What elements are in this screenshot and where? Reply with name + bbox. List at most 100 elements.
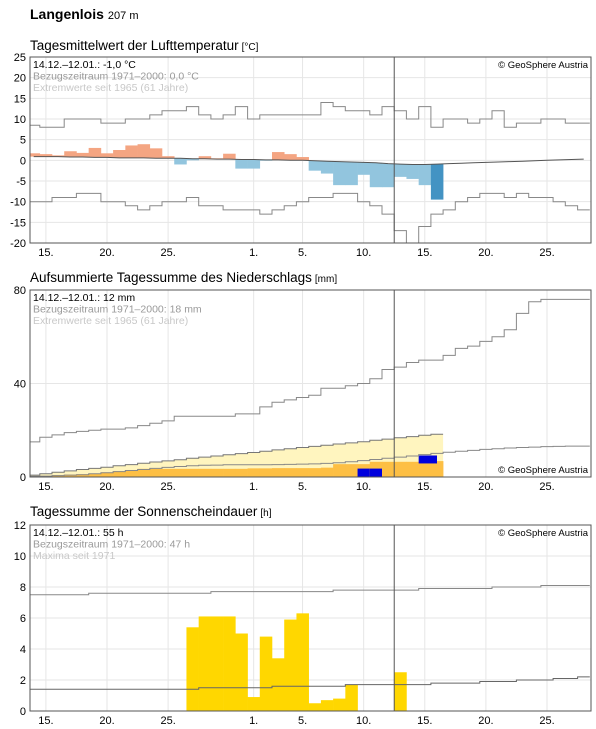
y-tick-label: 80 (14, 285, 26, 297)
temp-bar (125, 145, 138, 158)
chart-temperature: 25 20 15 10 5 0 -5 -10 -15 -20 15. 20. 25. 1. 5. 10. 15.… (10, 52, 592, 259)
sunshine-bar (333, 698, 346, 711)
panel-title-temperature: Tagesmittelwert der Lufttemperatur [°C] (30, 38, 258, 53)
page-title: Langenlois 207 m (30, 6, 138, 22)
normal-line (30, 433, 444, 476)
precip-bar (382, 461, 395, 477)
precip-bar (394, 461, 407, 477)
min-line (30, 445, 590, 477)
info-line: Extremwerte seit 1965 (61 Jahre) (33, 315, 188, 327)
x-tick-label: 10. (356, 715, 371, 727)
x-tick-label: 15. (417, 481, 432, 493)
info-line: Bezugszeitraum 1971–2000: 0,0 °C (33, 71, 199, 83)
x-tick-label: 15. (38, 715, 53, 727)
x-tick-label: 5. (298, 481, 307, 493)
x-tick-label: 1. (249, 715, 258, 727)
precip-bar (210, 468, 224, 477)
station-elevation: 207 m (107, 10, 139, 22)
sunshine-bar (235, 633, 248, 711)
temp-bar (333, 161, 346, 186)
precip-bar (418, 461, 432, 477)
sunshine-bar (345, 684, 358, 711)
sunshine-unit: [h] (260, 508, 272, 519)
precip-bar (284, 468, 297, 477)
x-tick-label: 15. (417, 247, 432, 259)
y-tick-label: -15 (10, 217, 26, 229)
sunshine-bar (320, 700, 334, 711)
precip-bar (430, 461, 444, 477)
x-tick-label: 25. (160, 247, 175, 259)
precip-bar (162, 468, 175, 477)
sunshine-title: Tagessumme der Sonnenscheindauer (30, 504, 258, 519)
precip-bar (125, 469, 138, 477)
precip-deficit-bar (418, 455, 437, 464)
temp-bar (308, 160, 322, 171)
y-tick-label: 8 (20, 582, 26, 594)
sunshine-bar (259, 636, 273, 711)
temp-bar (149, 148, 163, 159)
y-tick-label: 20 (14, 73, 26, 85)
chart-sunshine: 12 10 8 6 4 2 0 15. 20. 25. 1. 5. 10. 15. 20. 25. 14.12.… (14, 520, 592, 727)
temp-bar (64, 151, 77, 158)
plot-area (30, 290, 591, 477)
precip-bar (100, 472, 114, 477)
x-tick-label: 25. (539, 481, 554, 493)
x-tick-label: 20. (99, 247, 114, 259)
x-tick-label: 25. (160, 481, 175, 493)
sunshine-bar (308, 703, 322, 711)
temp-bar (186, 158, 199, 161)
min-line (30, 192, 590, 243)
info-line: Extremwerte seit 1965 (61 Jahre) (33, 82, 188, 94)
sunshine-bar (284, 619, 297, 711)
plot-frame (29, 56, 592, 244)
precipitation-unit: [mm] (314, 274, 338, 285)
precip-bar (272, 468, 285, 477)
precip-deficit-bar (369, 468, 382, 477)
info-line: 14.12.–12.01.: 12 mm (33, 292, 135, 304)
temp-bar (247, 159, 261, 169)
sunshine-bar (247, 697, 261, 711)
y-tick-label: 4 (20, 644, 26, 656)
temperature-unit: [°C] (241, 42, 259, 53)
precip-deficit-bar (357, 468, 370, 477)
x-tick-label: 20. (99, 481, 114, 493)
precip-bar (345, 464, 358, 477)
y-tick-label: 15 (14, 93, 26, 105)
sunshine-bar (394, 672, 407, 711)
x-tick-label: 25. (160, 715, 175, 727)
panel-title-sunshine: Tagessumme der Sonnenscheindauer [h] (30, 504, 272, 519)
plot-area (30, 525, 591, 711)
precip-bar (64, 474, 77, 477)
precip-bar (406, 461, 419, 477)
normal-line (33, 156, 584, 165)
sunshine-bar (210, 616, 224, 711)
x-tick-label: 10. (356, 247, 371, 259)
temp-bar (100, 153, 114, 158)
info-line: 14.12.–12.01.: 55 h (33, 527, 124, 539)
temp-bar (235, 159, 248, 169)
temp-bar (382, 163, 395, 188)
temp-bar (369, 162, 383, 188)
temp-bar (272, 152, 285, 160)
precip-bar (76, 474, 89, 477)
info-line: Bezugszeitraum 1971–2000: 18 mm (33, 304, 202, 316)
x-tick-label: 15. (38, 247, 53, 259)
precip-bar (247, 468, 261, 477)
temp-bar (394, 164, 407, 177)
temp-bar (284, 154, 297, 161)
temp-bar (162, 156, 175, 159)
y-tick-label: 2 (20, 675, 26, 687)
sunshine-bar (198, 616, 212, 711)
temp-bar (39, 154, 53, 157)
max-line (30, 298, 590, 443)
precip-bar (174, 468, 187, 477)
x-tick-label: 20. (478, 247, 493, 259)
temp-bar (30, 153, 41, 157)
station-name: Langenlois (30, 6, 104, 22)
plot-area (30, 57, 591, 243)
copyright-label: © GeoSphere Austria (498, 528, 589, 539)
temp-bar (52, 155, 65, 157)
precip-bar (88, 473, 102, 477)
y-tick-label: 10 (14, 551, 26, 563)
y-tick-label: 25 (14, 52, 26, 64)
